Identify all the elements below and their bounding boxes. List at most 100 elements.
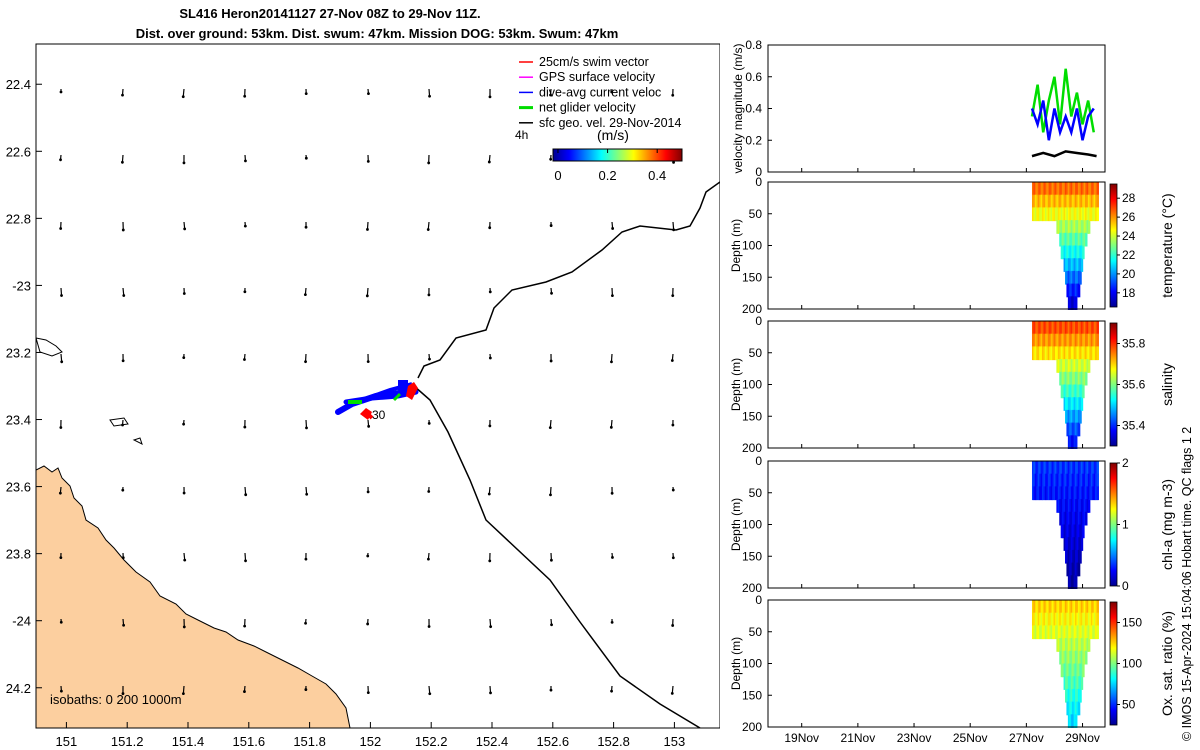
current-arrow — [487, 486, 491, 496]
isobath-line — [417, 181, 720, 379]
current-arrow — [243, 221, 247, 228]
map-y-tick-label: 22.6 — [6, 144, 31, 159]
map-x-tick-label: 151.4 — [172, 734, 205, 749]
current-arrow — [243, 618, 247, 628]
panel-ylabel: Depth (m) — [729, 219, 743, 272]
current-arrow — [671, 88, 675, 97]
colorbar-tick-label: 1 — [1122, 518, 1129, 532]
current-arrow — [550, 552, 553, 562]
colorbar-tick-label: 35.8 — [1122, 337, 1146, 351]
current-arrow — [549, 486, 552, 497]
panel-ylabel: Depth (m) — [729, 358, 743, 411]
current-arrow — [304, 618, 307, 625]
legend-entry-label: GPS surface velocity — [539, 70, 656, 84]
current-arrow — [427, 552, 430, 561]
current-arrow — [183, 221, 187, 231]
map-y-tick-label: 24.2 — [6, 681, 31, 696]
current-arrow — [427, 154, 431, 165]
current-arrow — [304, 552, 308, 561]
current-arrow — [303, 287, 307, 296]
current-arrow — [672, 221, 676, 232]
current-arrow — [366, 552, 370, 558]
current-arrow — [59, 89, 63, 94]
current-arrow — [367, 419, 371, 428]
profile-panel-1: Depth (m) 0 50 100 150 200 18 20 22 24 26 28 tempera… — [729, 175, 1175, 316]
current-arrow — [428, 88, 431, 98]
panel-ytick-label: 0.6 — [745, 70, 762, 84]
current-arrow — [366, 486, 370, 494]
colorbar-tick-label: 18 — [1122, 286, 1136, 300]
current-arrow — [550, 618, 553, 627]
current-arrow — [243, 353, 246, 361]
panel-ytick-label: 0.2 — [745, 133, 762, 147]
panel-ylabel: velocity magnitude (m/s) — [731, 43, 745, 173]
current-arrow — [121, 419, 124, 427]
current-arrow — [611, 552, 614, 559]
panel-ytick-label: 0 — [755, 165, 762, 179]
current-arrow — [305, 419, 308, 430]
current-arrow — [243, 88, 247, 98]
time-tick-label: 21Nov — [841, 731, 876, 745]
glider-track — [335, 380, 419, 420]
legend-entry-label: 25cm/s swim vector — [539, 55, 649, 69]
current-arrow — [549, 88, 552, 97]
map-y-tick-label: 23.2 — [6, 345, 31, 360]
current-arrow — [609, 419, 613, 429]
panel-ytick-label: 0 — [755, 175, 762, 189]
current-arrow — [59, 419, 63, 429]
map-x-tick-label: 151.6 — [233, 734, 266, 749]
current-arrow — [488, 88, 492, 99]
current-arrow — [671, 618, 675, 627]
map-frame — [35, 43, 720, 729]
panel-ytick-label: 100 — [742, 239, 762, 253]
current-arrow — [243, 419, 247, 429]
current-arrow — [304, 685, 308, 691]
current-arrow — [670, 685, 674, 695]
current-arrow — [243, 287, 247, 294]
current-arrow — [182, 287, 186, 295]
isobaths-label: isobaths: 0 200 1000m — [50, 692, 182, 707]
map-y-tick-label: -23 — [12, 278, 31, 293]
current-arrow — [182, 353, 186, 360]
panel-ytick-label: 0.8 — [745, 38, 762, 52]
current-arrow — [488, 419, 492, 428]
time-tick-label: 23Nov — [897, 731, 932, 745]
colorbar-tick-label: 20 — [1122, 267, 1136, 281]
current-arrow — [304, 88, 308, 96]
colorbar-label: (m/s) — [597, 127, 629, 143]
time-series-panels: velocity magnitude (m/s) 0 0.2 0.4 0.6 0.8 Dep… — [729, 38, 1175, 745]
colorbar-label: chl-a (mg m-3) — [1159, 479, 1175, 570]
current-arrow — [550, 287, 553, 295]
current-arrow — [366, 154, 370, 163]
time-tick-label: 27Nov — [1009, 731, 1044, 745]
current-arrow — [121, 353, 125, 363]
colorbar-tick-label: 35.4 — [1122, 419, 1146, 433]
island-outline — [36, 337, 63, 357]
colorbar-tick-label: 28 — [1122, 191, 1136, 205]
panel-ytick-label: 150 — [742, 270, 762, 284]
current-arrow — [549, 685, 553, 692]
current-arrow — [183, 552, 187, 562]
legend-note: 4h — [515, 128, 528, 142]
current-arrow — [60, 287, 63, 297]
current-arrow — [487, 154, 491, 164]
panel-ylabel: Depth (m) — [729, 637, 743, 690]
current-arrow — [427, 486, 431, 493]
current-arrow — [59, 618, 63, 624]
current-arrow — [365, 287, 369, 298]
current-arrow — [488, 552, 492, 563]
legend-entry-label: net glider velocity — [539, 101, 636, 115]
velocity-series-line — [1030, 68, 1095, 133]
current-arrow — [182, 419, 186, 426]
current-arrow — [182, 154, 186, 165]
current-arrow — [548, 419, 552, 430]
current-arrow — [59, 685, 63, 693]
colorbar-tick-label: 100 — [1122, 657, 1142, 671]
coastline-land — [36, 465, 351, 728]
island-outline — [109, 417, 129, 427]
current-arrow — [59, 552, 63, 560]
credit-text: © IMOS 15-Apr-2024 15:04:06 Hobart time.… — [1180, 426, 1194, 741]
map-y-tick-label: 22.4 — [6, 77, 31, 92]
current-arrow — [427, 618, 431, 628]
